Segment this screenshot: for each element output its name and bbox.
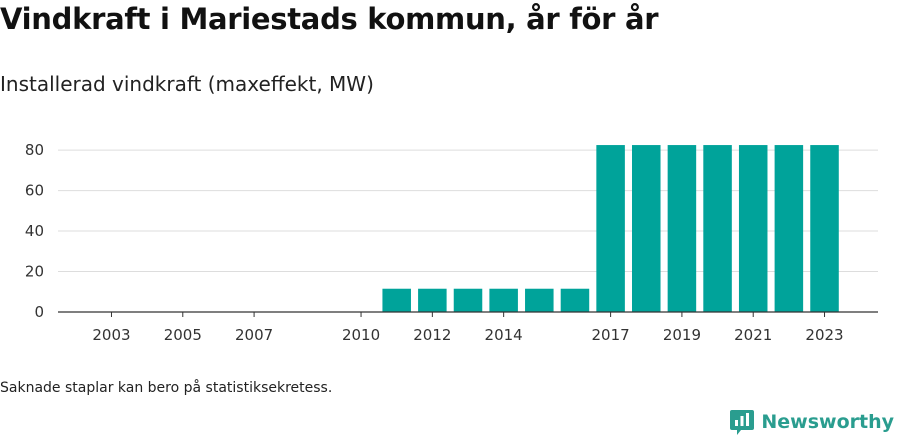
x-tick-label: 2007 — [235, 326, 273, 344]
y-tick-label: 80 — [25, 141, 44, 159]
axis-layer: 0 20 40 60 80 2003 2005 2007 2010 2012 2014 2017 201… — [25, 141, 878, 344]
footnote: Saknade staplar kan bero på statistiksek… — [0, 380, 333, 396]
bar-2015[interactable] — [525, 288, 554, 312]
bar-2013[interactable] — [453, 288, 483, 312]
bar-2022[interactable] — [774, 145, 804, 312]
brand-name: Newsworthy — [761, 411, 894, 433]
y-tick-label: 0 — [34, 303, 44, 321]
x-tick-label: 2012 — [413, 326, 451, 344]
bar-chart: 0 20 40 60 80 2003 2005 2007 2010 2012 2014 2017 201… — [25, 141, 878, 344]
x-tick-label: 2005 — [164, 326, 202, 344]
bar-2011[interactable] — [382, 288, 411, 312]
bar-2017[interactable] — [596, 145, 625, 312]
bar-2021[interactable] — [738, 145, 768, 312]
y-tick-label: 20 — [25, 263, 44, 281]
bar-2012[interactable] — [418, 288, 447, 312]
bar-2020[interactable] — [703, 145, 732, 312]
y-tick-label: 60 — [25, 182, 44, 200]
chart-subtitle: Installerad vindkraft (maxeffekt, MW) — [0, 72, 374, 96]
x-tick-label: 2017 — [592, 326, 630, 344]
bar-2019[interactable] — [667, 145, 697, 312]
chart-title: Vindkraft i Mariestads kommun, år för år — [0, 2, 659, 36]
bar-layer — [382, 145, 839, 312]
bar-2018[interactable] — [632, 145, 661, 312]
x-tick-label: 2014 — [485, 326, 523, 344]
newsworthy-logo-icon — [730, 410, 755, 435]
brand-logo[interactable]: Newsworthy — [729, 408, 894, 436]
x-tick-label: 2010 — [342, 326, 380, 344]
y-tick-label: 40 — [25, 222, 44, 240]
x-tick-label: 2021 — [734, 326, 772, 344]
bar-2016[interactable] — [560, 288, 590, 312]
bar-2023[interactable] — [810, 145, 839, 312]
x-tick-label: 2019 — [663, 326, 701, 344]
bar-2014[interactable] — [489, 288, 518, 312]
x-tick-label: 2023 — [805, 326, 843, 344]
x-tick-label: 2003 — [92, 326, 130, 344]
